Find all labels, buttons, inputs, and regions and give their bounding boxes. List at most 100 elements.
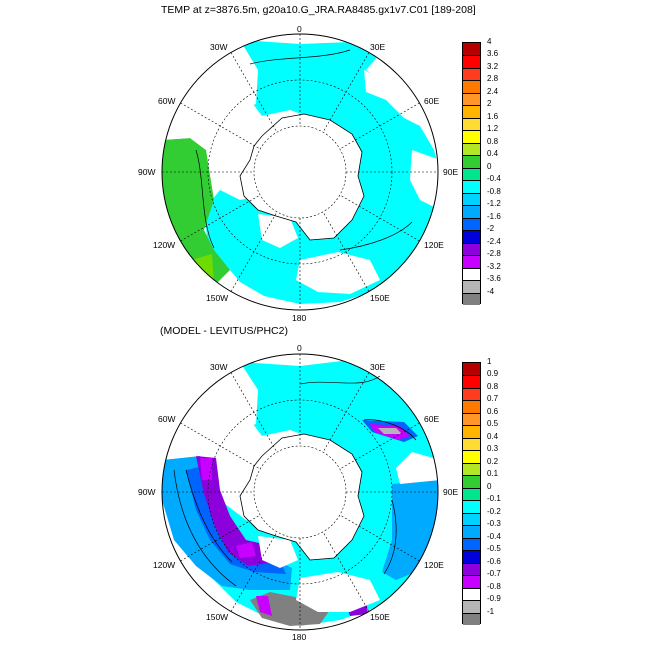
lon-label-30w: 30W (210, 362, 228, 372)
colorbar-tick-label: 0.8 (487, 136, 499, 146)
colorbar-tick-label: -3.2 (487, 261, 501, 271)
colorbar-swatch (463, 267, 480, 281)
colorbar-swatch (463, 600, 480, 613)
colorbar-tick-label: 0.2 (487, 456, 499, 466)
colorbar-tick-label: -2 (487, 224, 495, 234)
contour-line (185, 469, 233, 563)
contour-line (195, 149, 215, 249)
colorbar-tick-label: 2.8 (487, 74, 499, 84)
colorbar-swatch (463, 612, 480, 625)
missing-region-east (396, 452, 438, 484)
colorbar-swatch (463, 92, 480, 106)
colorbar-tick-label: -0.6 (487, 556, 501, 566)
colorbar-tick-label: 0 (487, 161, 492, 171)
colorbar-swatch (463, 217, 480, 231)
lon-label-60e: 60E (424, 96, 440, 106)
missing-region-east (410, 150, 438, 210)
colorbar-swatch (463, 130, 480, 143)
lon-label-90e: 90E (443, 167, 459, 177)
colorbar-tick-label: -4 (487, 286, 495, 296)
colorbar-swatch (463, 242, 480, 256)
colorbar-swatch (463, 363, 480, 376)
darkgray-region (250, 592, 330, 626)
colorbar-swatch (463, 142, 480, 156)
lon-label-150e: 150E (370, 293, 390, 303)
colorbar-swatch (463, 255, 480, 268)
lon-label-30e: 30E (370, 362, 386, 372)
lon-label-60w: 60W (158, 414, 176, 424)
polar-map-difference (161, 353, 439, 631)
colorbar-tick-label: -0.5 (487, 544, 501, 554)
lon-label-90e: 90E (443, 487, 459, 497)
colorbar-swatch (463, 500, 480, 513)
colorbar-tick-label: 1 (487, 357, 492, 366)
colorbar-tick-label: -0.1 (487, 494, 501, 504)
map-border (161, 353, 439, 631)
colorbar-swatch (463, 587, 480, 601)
colorbar-tick-label: 4 (487, 37, 492, 46)
missing-region-ross (258, 536, 298, 568)
lon-label-180: 180 (292, 313, 307, 323)
lon-label-90w: 90W (138, 487, 156, 497)
colorbar-tick-label: 0 (487, 481, 492, 491)
colorbar-swatch (463, 180, 480, 193)
colorbar-tick-label: -0.9 (487, 594, 501, 604)
colorbar-swatch (463, 525, 480, 538)
colorbar-tick-label: 0.4 (487, 431, 499, 441)
ocean-field (162, 40, 438, 304)
colorbar-tick-label: -3.6 (487, 274, 501, 284)
colorbar-tick-label: -0.8 (487, 581, 501, 591)
green-region-sw (184, 254, 214, 286)
colorbar-tick-label: -2.4 (487, 236, 501, 246)
colorbar-tick-label: -0.4 (487, 531, 501, 541)
lon-label-120e: 120E (424, 560, 444, 570)
contour-line (299, 375, 381, 385)
contour-line (383, 499, 397, 575)
colorbar-tick-label: 0.5 (487, 419, 499, 429)
colorbar-tick-label: 0.7 (487, 394, 499, 404)
colorbar-swatch (463, 537, 480, 551)
colorbar-tick-label: -0.3 (487, 519, 501, 529)
contour-line (173, 469, 237, 587)
colorbar-tick-label: 0.6 (487, 406, 499, 416)
map-title-temperature: TEMP at z=3876.5m, g20a10.G_JRA.RA8485.g… (161, 4, 476, 16)
colorbar-tick-label: -0.8 (487, 186, 501, 196)
contour-line (249, 49, 351, 65)
polar-map-temperature (161, 33, 439, 311)
colorbar-difference (462, 362, 481, 625)
colorbar-swatch (463, 155, 480, 168)
lon-label-90w: 90W (138, 167, 156, 177)
colorbar-tick-label: 3.6 (487, 49, 499, 59)
colorbar-tick-label: -0.2 (487, 506, 501, 516)
colorbar-tick-label: 0.3 (487, 444, 499, 454)
missing-region-pacific (296, 252, 380, 294)
colorbar-swatch (463, 105, 480, 118)
lon-label-0: 0 (297, 343, 302, 353)
colorbar-tick-label: 2 (487, 99, 492, 109)
colorbar-swatch (463, 412, 480, 426)
colorbar-tick-label: -0.4 (487, 174, 501, 184)
colorbar-tick-label: -0.7 (487, 569, 501, 579)
colorbar-tick-label: 1.2 (487, 124, 499, 134)
lon-label-120w: 120W (153, 240, 176, 250)
colorbar-swatch (463, 400, 480, 413)
missing-region-indian (364, 70, 420, 126)
colorbar-tick-label: -1.6 (487, 211, 501, 221)
colorbar-swatch (463, 550, 480, 563)
lon-label-30w: 30W (210, 42, 228, 52)
colorbar-swatch (463, 462, 480, 476)
lon-label-150w: 150W (206, 612, 229, 622)
missing-region-atlantic (162, 362, 258, 460)
lon-label-150w: 150W (206, 293, 229, 303)
contour-line (339, 221, 413, 251)
colorbar-swatch (463, 192, 480, 206)
lon-label-180: 180 (292, 632, 307, 642)
lon-label-150e: 150E (370, 612, 390, 622)
magenta-region-south (256, 596, 272, 616)
colorbar-tick-label: -1 (487, 606, 495, 616)
lon-label-0: 0 (297, 24, 302, 34)
ocean-field (162, 360, 438, 626)
missing-region-ross (258, 214, 298, 248)
colorbar-swatch (463, 55, 480, 68)
